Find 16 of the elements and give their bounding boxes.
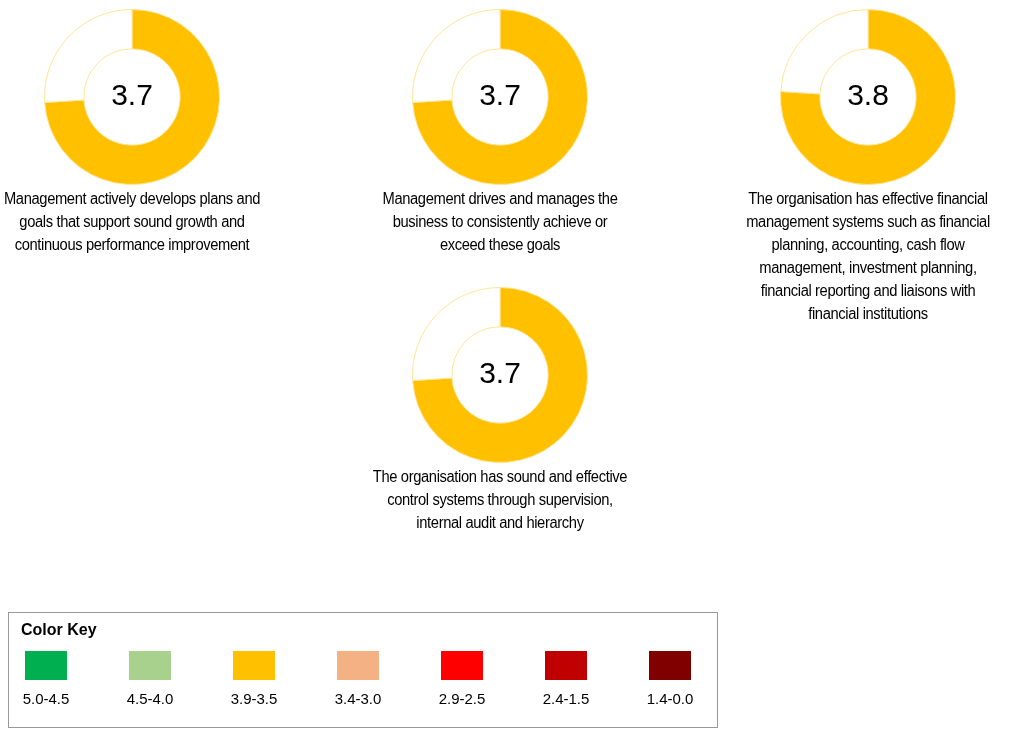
data-label: 3.8	[847, 78, 889, 112]
category-label: 5.0-4.5	[21, 690, 71, 707]
data-label: 3.7	[479, 78, 521, 112]
category-label: 3.4-3.0	[333, 690, 383, 707]
category-label: 1.4-0.0	[645, 690, 695, 707]
text: Management actively develops plans and goals that support sound growth and continuous performance improvement	[3, 189, 261, 255]
category-label: 4.5-4.0	[125, 690, 175, 707]
text: Color Key	[21, 621, 97, 639]
data-label: 3.7	[479, 356, 521, 390]
text: The organisation has sound and effective control systems through supervision, internal audit and hierarchy	[371, 467, 629, 533]
category-label: 3.9-3.5	[229, 690, 279, 707]
category-label: 2.4-1.5	[541, 690, 591, 707]
text: The organisation has effective financial management systems such as financial planning, accounting, cash flow management, investment planning, financial reporting and liaisons with financial institutions	[745, 189, 991, 324]
category-label: 2.9-2.5	[437, 690, 487, 707]
text: Management drives and manages the business to consistently achieve or exceed these goals	[381, 189, 619, 255]
data-label: 3.7	[111, 78, 153, 112]
